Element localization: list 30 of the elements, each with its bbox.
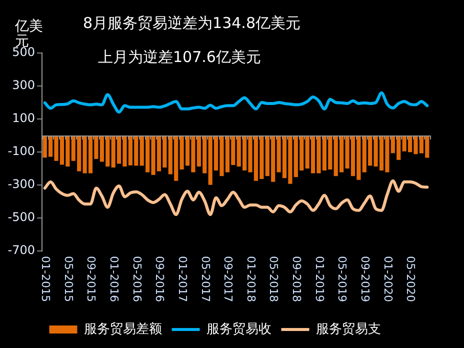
x-tick-label: 05-2015 bbox=[62, 256, 75, 302]
y-tick-label: -700 bbox=[8, 243, 35, 258]
x-tick-label: 05-2019 bbox=[336, 256, 349, 302]
x-tick-label: 05-2016 bbox=[130, 256, 144, 302]
legend-label: 服务贸易收 bbox=[206, 322, 272, 337]
line-series bbox=[43, 91, 429, 114]
x-tick-label: 01-2016 bbox=[107, 256, 120, 302]
chart-title: 8月服务贸易逆差为134.8亿美元 bbox=[83, 14, 300, 32]
x-tick-label: 01-2017 bbox=[176, 256, 189, 302]
y-tick-label: 300 bbox=[12, 78, 35, 92]
y-tick-label: -300 bbox=[8, 177, 35, 192]
x-tick-label: 09-2019 bbox=[358, 256, 372, 302]
x-tick-label: 09-2017 bbox=[222, 256, 235, 302]
x-tick-label: 05-2017 bbox=[198, 256, 212, 302]
x-tick-label: 09-2016 bbox=[153, 256, 166, 302]
y-tick-label: -100 bbox=[8, 144, 35, 158]
line-series bbox=[43, 179, 429, 216]
legend-label: 服务贸易支 bbox=[316, 322, 381, 337]
x-tick-label: 09-2018 bbox=[290, 256, 304, 302]
x-tick-label: 01-2019 bbox=[312, 256, 326, 302]
y-tick-label: 100 bbox=[12, 111, 35, 126]
x-tick-label: 01-2018 bbox=[244, 256, 258, 302]
x-tick-label: 01-2020 bbox=[381, 256, 394, 302]
chart-subtitle: 上月为逆差107.6亿美元 bbox=[98, 48, 261, 66]
legend-label: 服务贸易差额 bbox=[84, 322, 162, 337]
x-tick-label: 09-2015 bbox=[84, 256, 98, 302]
x-tick-label: 05-2018 bbox=[267, 256, 280, 302]
y-tick-label: -500 bbox=[8, 210, 35, 224]
x-tick-label: 01-2015 bbox=[38, 256, 52, 302]
x-tick-label: 05-2020 bbox=[404, 256, 418, 302]
